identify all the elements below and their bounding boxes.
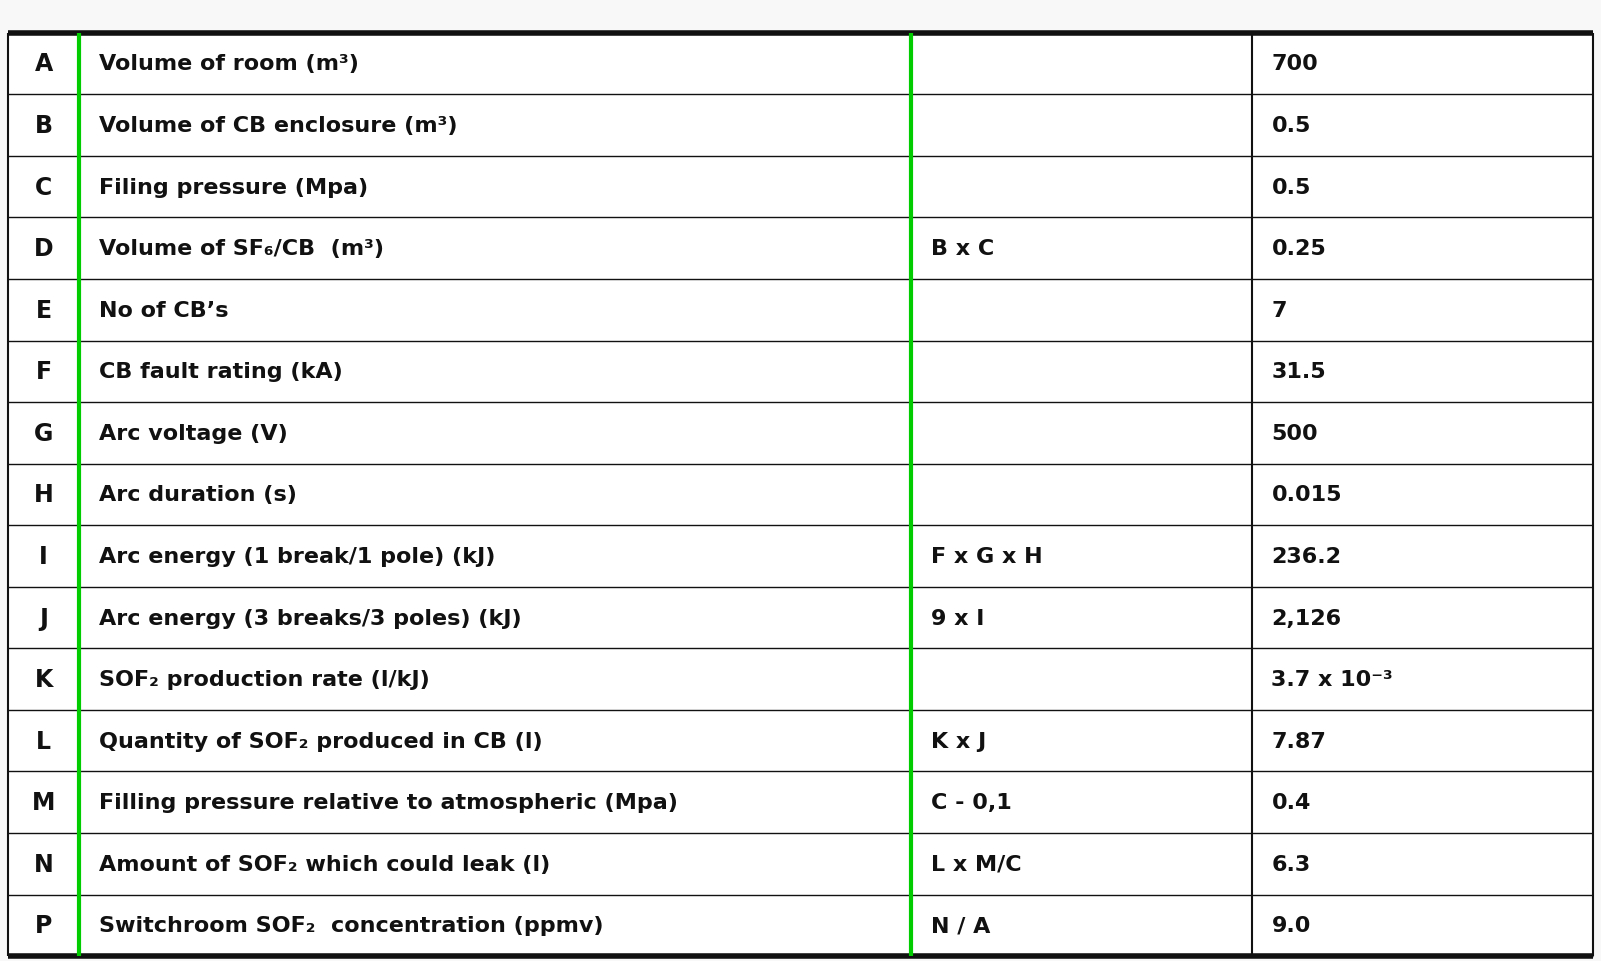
Text: K x J: K x J — [930, 731, 986, 751]
Text: Arc voltage (V): Arc voltage (V) — [99, 424, 287, 443]
Text: Volume of SF₆/CB  (m³): Volume of SF₆/CB (m³) — [99, 239, 384, 259]
Text: CB fault rating (kA): CB fault rating (kA) — [99, 362, 343, 382]
Text: B: B — [35, 114, 53, 137]
Text: Quantity of SOF₂ produced in CB (l): Quantity of SOF₂ produced in CB (l) — [99, 731, 543, 751]
Text: 7: 7 — [1271, 301, 1287, 320]
Text: Arc energy (1 break/1 pole) (kJ): Arc energy (1 break/1 pole) (kJ) — [99, 547, 495, 566]
Text: 3.7 x 10⁻³: 3.7 x 10⁻³ — [1271, 670, 1393, 689]
Text: 31.5: 31.5 — [1271, 362, 1326, 382]
Text: Switchroom SOF₂  concentration (ppmv): Switchroom SOF₂ concentration (ppmv) — [99, 916, 604, 935]
Text: 2,126: 2,126 — [1271, 608, 1342, 628]
Text: N / A: N / A — [930, 916, 989, 935]
Text: D: D — [34, 237, 53, 260]
Text: M: M — [32, 791, 56, 814]
Text: Filling pressure relative to atmospheric (Mpa): Filling pressure relative to atmospheric… — [99, 793, 677, 812]
Text: A: A — [35, 53, 53, 76]
Text: I: I — [40, 545, 48, 568]
Text: 9 x I: 9 x I — [930, 608, 985, 628]
Text: F: F — [35, 360, 51, 383]
Text: Arc duration (s): Arc duration (s) — [99, 485, 296, 505]
Text: 236.2: 236.2 — [1271, 547, 1342, 566]
Text: 0.015: 0.015 — [1271, 485, 1342, 505]
Text: 6.3: 6.3 — [1271, 854, 1311, 874]
Text: G: G — [34, 422, 53, 445]
Text: 500: 500 — [1271, 424, 1318, 443]
Text: SOF₂ production rate (l/kJ): SOF₂ production rate (l/kJ) — [99, 670, 429, 689]
Text: L: L — [37, 729, 51, 752]
Text: 9.0: 9.0 — [1271, 916, 1311, 935]
Text: K: K — [35, 668, 53, 691]
Text: 0.4: 0.4 — [1271, 793, 1311, 812]
Text: N: N — [34, 852, 53, 875]
Text: C - 0,1: C - 0,1 — [930, 793, 1012, 812]
Text: E: E — [35, 299, 51, 322]
Text: H: H — [34, 483, 53, 506]
Text: F x G x H: F x G x H — [930, 547, 1042, 566]
Text: 0.25: 0.25 — [1271, 239, 1326, 259]
Text: Volume of CB enclosure (m³): Volume of CB enclosure (m³) — [99, 116, 456, 136]
Text: P: P — [35, 914, 53, 937]
Text: J: J — [40, 606, 48, 629]
Text: L x M/C: L x M/C — [930, 854, 1021, 874]
Text: No of CB’s: No of CB’s — [99, 301, 227, 320]
Text: 0.5: 0.5 — [1271, 178, 1311, 197]
Text: Filing pressure (Mpa): Filing pressure (Mpa) — [99, 178, 368, 197]
Text: B x C: B x C — [930, 239, 994, 259]
Text: C: C — [35, 176, 53, 199]
Text: Amount of SOF₂ which could leak (l): Amount of SOF₂ which could leak (l) — [99, 854, 549, 874]
Text: 7.87: 7.87 — [1271, 731, 1326, 751]
Text: 0.5: 0.5 — [1271, 116, 1311, 136]
Text: Arc energy (3 breaks/3 poles) (kJ): Arc energy (3 breaks/3 poles) (kJ) — [99, 608, 522, 628]
Text: 700: 700 — [1271, 55, 1318, 74]
Text: Volume of room (m³): Volume of room (m³) — [99, 55, 359, 74]
